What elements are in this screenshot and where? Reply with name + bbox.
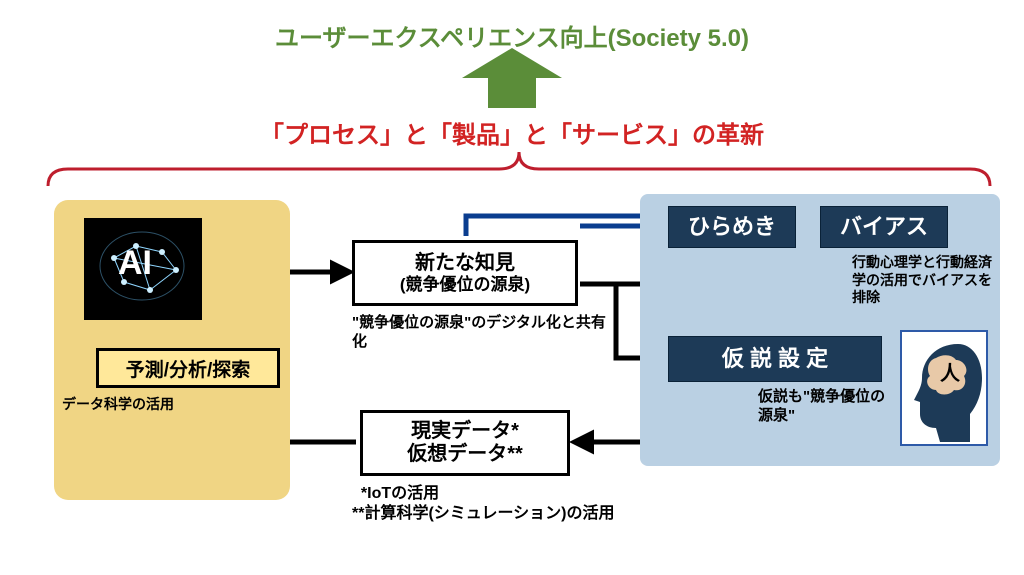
footnote-line1: *IoTの活用 — [361, 485, 439, 502]
real-virtual-data-box: 現実データ* 仮想データ** — [360, 410, 570, 476]
bias-box: バイアス — [820, 206, 948, 248]
predict-label: 予測/分析/探索 — [126, 355, 251, 382]
hypothesis-subtext: 仮説も"競争優位の源泉" — [758, 388, 898, 426]
hypothesis-label: 仮 説 設 定 — [722, 339, 828, 379]
bias-label: バイアス — [840, 209, 928, 245]
insight-line1: 新たな知見 — [355, 252, 575, 275]
svg-text:人: 人 — [940, 362, 961, 385]
inspiration-box: ひらめき — [668, 206, 796, 248]
subtitle: 「プロセス」と「製品」と「サービス」の革新 — [0, 115, 1024, 150]
insight-subtext: "競争優位の源泉"のデジタル化と共有化 — [352, 314, 608, 352]
hirameki-label: ひらめき — [688, 209, 776, 245]
insight-line2: (競争優位の源泉) — [355, 275, 575, 295]
footnote-line2: **計算科学(シミュレーション)の活用 — [352, 505, 614, 522]
bias-subtext: 行動心理学と行動経済学の活用でバイアスを排除 — [852, 254, 1002, 307]
realdata-line1: 現実データ* — [363, 420, 567, 443]
svg-text:AI: AI — [118, 244, 152, 282]
ai-brain-icon: AI — [84, 218, 202, 320]
human-head-icon: 人 — [900, 330, 988, 446]
hypothesis-setting-box: 仮 説 設 定 — [668, 336, 882, 382]
page-title: ユーザーエクスペリエンス向上(Society 5.0) — [0, 18, 1024, 53]
realdata-line2: 仮想データ** — [363, 443, 567, 466]
data-science-note: データ科学の活用 — [62, 396, 232, 414]
new-insight-box: 新たな知見 (競争優位の源泉) — [352, 240, 578, 306]
predict-analyze-explore-box: 予測/分析/探索 — [96, 348, 280, 388]
data-footnote: *IoTの活用 **計算科学(シミュレーション)の活用 — [352, 484, 712, 524]
